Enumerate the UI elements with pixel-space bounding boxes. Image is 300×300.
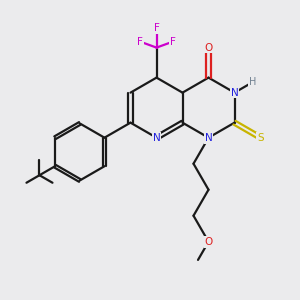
Text: F: F [170, 37, 176, 46]
Text: O: O [204, 43, 213, 52]
Text: O: O [204, 237, 213, 247]
Text: N: N [153, 133, 160, 143]
Text: F: F [154, 23, 159, 33]
Text: S: S [257, 133, 264, 143]
Text: H: H [249, 77, 256, 87]
Text: N: N [231, 88, 239, 98]
Text: N: N [205, 133, 212, 143]
Text: F: F [137, 37, 143, 46]
